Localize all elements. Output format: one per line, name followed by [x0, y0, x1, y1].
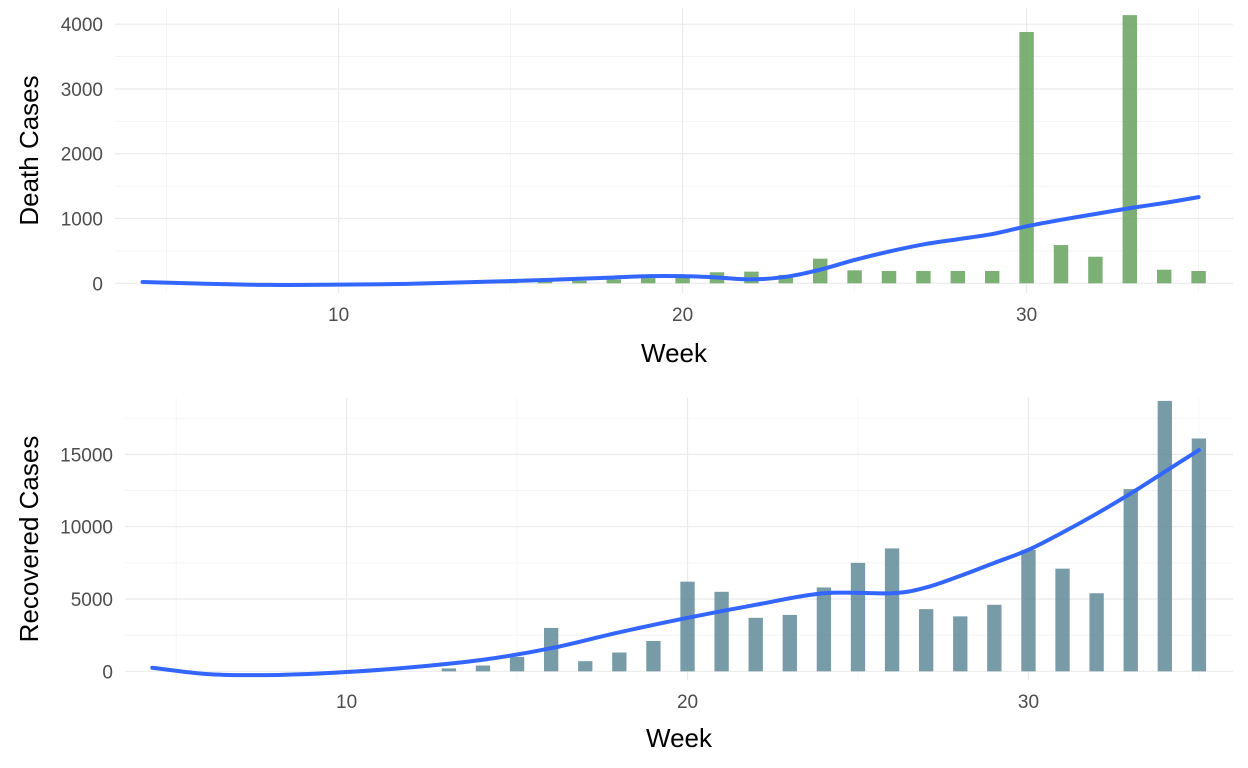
bar-week-20: [675, 276, 690, 284]
panel-2: 0 5000 10000 15000 10 20 30 Week Recovered Cases: [14, 398, 1233, 753]
bar-week-25: [847, 270, 862, 284]
bar-week-18: [612, 652, 627, 672]
bar-week-34: [1157, 400, 1172, 672]
y-tick-label: 0: [92, 274, 103, 295]
bar-week-13: [441, 668, 457, 672]
y-tick-label: 5000: [71, 590, 113, 611]
bar-week-25: [850, 562, 866, 672]
bar-week-34: [1156, 269, 1172, 284]
bar-week-35: [1191, 270, 1206, 284]
y-tick-label: 0: [102, 662, 113, 683]
bar-week-14: [475, 665, 491, 672]
y-tick-label: 3000: [61, 80, 103, 101]
y-axis-title: Recovered Cases: [14, 436, 44, 643]
bar-week-26: [881, 270, 897, 284]
y-axis-title: Death Cases: [14, 75, 44, 225]
bar-week-28: [950, 270, 966, 284]
bar-week-30: [1019, 31, 1034, 284]
bar-week-29: [984, 270, 1000, 284]
bar-week-19: [646, 640, 661, 672]
smooth-trend-line: [140, 195, 1201, 287]
bar-week-33: [1123, 489, 1138, 672]
x-tick-label: 30: [1018, 692, 1039, 713]
y-tick-label: 1000: [61, 210, 103, 231]
y-tick-label: 4000: [61, 15, 103, 36]
bar-week-20: [680, 581, 695, 672]
bar-week-22: [748, 617, 763, 672]
bar-week-27: [919, 609, 934, 672]
bar-week-17: [578, 661, 593, 672]
x-tick-label: 30: [1016, 305, 1037, 326]
bar-week-17: [572, 280, 587, 284]
bar-week-15: [509, 656, 525, 672]
bar-week-32: [1089, 593, 1104, 672]
bar-week-18: [606, 279, 622, 284]
bar-week-28: [953, 616, 968, 672]
x-tick-label: 10: [336, 692, 357, 713]
panel-1: 0 1000 2000 3000 4000 10 20 30 Week Death Cases: [14, 8, 1233, 368]
bar-week-19: [640, 278, 656, 284]
x-axis-title: Week: [641, 338, 708, 368]
bar-week-33: [1122, 15, 1138, 284]
bar-week-16: [537, 281, 553, 284]
x-tick-label: 20: [677, 692, 698, 713]
smooth-trend-line: [150, 448, 1201, 678]
y-tick-label: 10000: [60, 518, 113, 539]
bar-week-27: [916, 270, 931, 284]
bar-week-23: [778, 274, 794, 284]
bar-week-31: [1055, 568, 1070, 672]
bar-week-24: [816, 587, 832, 672]
x-tick-label: 10: [328, 305, 349, 326]
bar-week-29: [987, 604, 1002, 672]
bar-week-35: [1191, 438, 1207, 672]
bar-week-32: [1088, 256, 1103, 284]
bar-week-21: [714, 591, 729, 672]
bar-week-23: [782, 614, 797, 672]
y-tick-label: 15000: [60, 445, 113, 466]
bar-week-26: [884, 548, 900, 672]
x-tick-label: 20: [672, 305, 693, 326]
bar-week-31: [1053, 245, 1069, 284]
x-axis-title: Week: [646, 723, 713, 753]
y-tick-label: 2000: [61, 145, 103, 166]
bar-week-30: [1021, 549, 1036, 672]
